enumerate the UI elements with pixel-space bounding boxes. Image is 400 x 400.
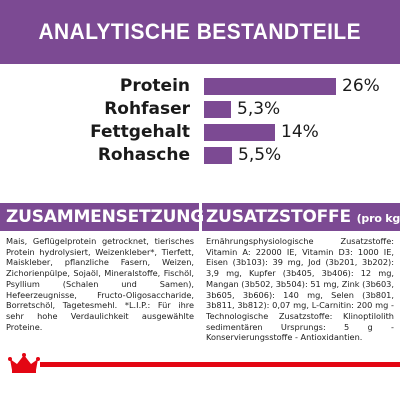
chart-category-label: Fettgehalt xyxy=(90,122,190,142)
footer-accent-line xyxy=(40,362,400,367)
page-title: ANALYTISCHE BESTANDTEILE xyxy=(38,19,362,44)
chart-value-label: 5,3% xyxy=(237,99,281,119)
chart-row: Protein 26% xyxy=(0,74,400,98)
nutrient-bar-chart: Protein 26% Rohfaser 5,3% Fettgehalt 14% Rohas… xyxy=(0,74,400,184)
chart-value-label: 26% xyxy=(342,76,380,96)
additives-text: Ernährungsphysiologische Zusatzstoffe: V… xyxy=(206,236,394,343)
royal-canin-crown-logo xyxy=(8,353,40,373)
chart-bar xyxy=(204,78,336,95)
composition-title: ZUSAMMENSETZUNG xyxy=(6,207,204,227)
chart-bar xyxy=(204,147,232,164)
chart-category-label: Rohasche xyxy=(97,145,190,165)
additives-title-suffix: (pro kg) xyxy=(356,212,400,225)
band-divider xyxy=(199,203,202,231)
chart-row: Rohfaser 5,3% xyxy=(0,97,400,121)
chart-bar xyxy=(204,124,275,141)
additives-title-wrap: ZUSATZSTOFFE (pro kg) xyxy=(206,203,400,231)
composition-text: Mais, Geflügelprotein getrocknet, tieris… xyxy=(6,236,194,332)
chart-category-label: Rohfaser xyxy=(104,99,190,119)
chart-value-label: 5,5% xyxy=(238,145,282,165)
chart-value-label: 14% xyxy=(281,122,319,142)
chart-bar xyxy=(204,101,231,118)
chart-category-label: Protein xyxy=(119,76,190,96)
chart-row: Rohasche 5,5% xyxy=(0,143,400,167)
additives-title: ZUSATZSTOFFE xyxy=(206,207,351,227)
section-header: ANALYTISCHE BESTANDTEILE xyxy=(0,0,400,64)
chart-row: Fettgehalt 14% xyxy=(0,120,400,144)
